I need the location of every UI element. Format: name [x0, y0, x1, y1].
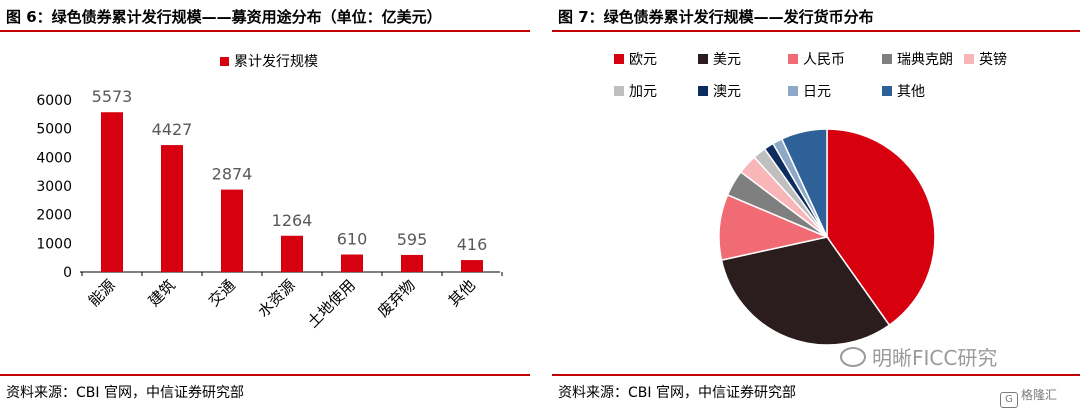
- legend-swatch: [614, 86, 624, 96]
- legend-swatch: [698, 86, 708, 96]
- legend-item: 英镑: [964, 51, 1007, 68]
- data-label: 595: [397, 230, 428, 249]
- x-tick-label: 交通: [205, 276, 239, 310]
- legend-swatch: [220, 57, 229, 66]
- legend-label: 加元: [629, 84, 657, 100]
- bar: [281, 235, 303, 272]
- panel-use-of-proceeds: 图 6：绿色债券累计发行规模——募资用途分布（单位：亿美元） 累计发行规模 0 10…: [0, 0, 530, 410]
- bar: [461, 260, 483, 272]
- figure-7-title: 图 7：绿色债券累计发行规模——发行货币分布: [558, 8, 874, 26]
- y-tick-label: 4000: [36, 150, 72, 166]
- data-label: 5573: [92, 87, 133, 106]
- bottom-divider: [552, 374, 1080, 376]
- legend-item: 加元: [614, 84, 657, 100]
- legend-label: 日元: [803, 84, 831, 100]
- pie-slice: [780, 128, 828, 238]
- legend-swatch: [882, 86, 892, 96]
- panel-currency-distribution: 图 7：绿色债券累计发行规模——发行货币分布 欧元 美元 人民币 瑞典克朗 英镑加元 澳元…: [552, 0, 1080, 410]
- legend-item: 澳元: [698, 84, 741, 100]
- legend-item: 日元: [788, 84, 831, 100]
- gelonghui-icon: G: [1000, 392, 1018, 408]
- bar: [221, 189, 243, 272]
- bar: [161, 145, 183, 272]
- x-tick-label: 建筑: [145, 276, 179, 310]
- wechat-icon: [840, 347, 866, 367]
- top-divider: [552, 30, 1080, 32]
- legend-swatch: [964, 54, 974, 64]
- logo-text: 格隆汇: [1021, 388, 1058, 402]
- bar: [401, 254, 423, 272]
- legend-label: 英镑: [979, 51, 1007, 68]
- bar: [101, 112, 123, 273]
- x-tick-label: 水资源: [254, 276, 299, 321]
- legend-swatch: [614, 54, 624, 64]
- x-tick-label: 废弃物: [374, 276, 419, 321]
- legend-label: 累计发行规模: [234, 54, 318, 70]
- bar-chart: 累计发行规模 0 1000 2000 3000 4000 5000 6000 5573 能源 442…: [36, 54, 503, 331]
- pie-slice: [720, 236, 891, 346]
- x-tick-label: 其他: [445, 276, 479, 310]
- legend-item: 瑞典克朗: [882, 52, 953, 68]
- legend-label: 澳元: [713, 84, 741, 100]
- legend-label: 瑞典克朗: [897, 52, 953, 68]
- figure-7-source: 资料来源：CBI 官网，中信证券研究部: [558, 385, 796, 401]
- legend-item: 欧元: [614, 52, 657, 68]
- y-tick-label: 3000: [36, 179, 72, 195]
- figure-6-title: 图 6：绿色债券累计发行规模——募资用途分布（单位：亿美元）: [6, 8, 442, 26]
- gelonghui-logo: G 格隆汇: [1000, 386, 1057, 408]
- bar: [341, 254, 363, 272]
- legend-item: 美元: [698, 52, 741, 68]
- legend-swatch: [788, 54, 798, 64]
- legend-swatch: [882, 54, 892, 64]
- y-tick-label: 1000: [36, 236, 72, 252]
- legend-item: 其他: [882, 84, 925, 100]
- top-divider: [0, 30, 530, 32]
- data-label: 416: [457, 235, 488, 254]
- legend-label: 其他: [897, 84, 925, 100]
- y-tick-label: 0: [63, 265, 72, 281]
- x-tick-label: 能源: [85, 276, 119, 310]
- legend-label: 人民币: [803, 52, 845, 68]
- watermark: 明晰FICC研究: [840, 342, 997, 371]
- legend: 累计发行规模: [220, 54, 318, 70]
- pie-slice: [826, 128, 936, 327]
- data-label: 2874: [212, 165, 253, 184]
- x-tick-label: 土地使用: [304, 276, 359, 331]
- bottom-divider: [0, 374, 530, 376]
- y-tick-label: 6000: [36, 93, 72, 109]
- legend-swatch: [788, 86, 798, 96]
- data-label: 4427: [152, 120, 193, 139]
- y-tick-label: 2000: [36, 208, 72, 224]
- legend-label: 欧元: [629, 52, 657, 68]
- legend-label: 美元: [713, 52, 741, 68]
- data-label: 1264: [272, 211, 313, 230]
- watermark-text: 明晰FICC研究: [872, 346, 998, 370]
- y-tick-label: 5000: [36, 122, 72, 138]
- legend-item: 人民币: [788, 52, 845, 68]
- data-label: 610: [337, 230, 368, 249]
- figure-6-source: 资料来源：CBI 官网，中信证券研究部: [6, 385, 244, 401]
- legend-swatch: [698, 54, 708, 64]
